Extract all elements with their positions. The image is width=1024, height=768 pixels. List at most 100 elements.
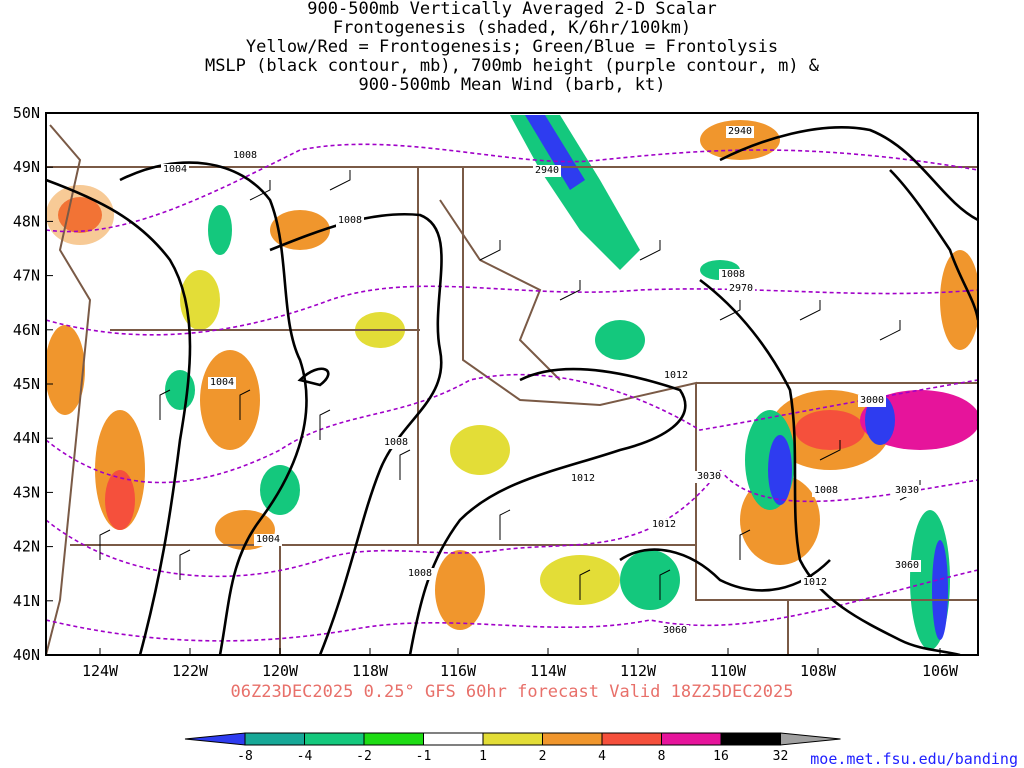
colorbar-swatch — [601, 732, 662, 746]
svg-text:1008: 1008 — [408, 568, 432, 579]
svg-text:1008: 1008 — [814, 485, 838, 496]
mslp-label: 1008 — [406, 568, 434, 580]
svg-text:1012: 1012 — [664, 370, 688, 381]
latitude-label: 45N — [13, 375, 40, 393]
longitude-labels: 124W 122W 120W 118W 116W 114W 112W 110W 108W 106W — [82, 648, 959, 680]
longitude-label: 110W — [710, 662, 747, 680]
title-line-4: MSLP (black contour, mb), 700mb height (… — [204, 56, 820, 76]
svg-text:1008: 1008 — [721, 269, 745, 280]
title-line-5: 900-500mb Mean Wind (barb, kt) — [358, 75, 666, 95]
latitude-label: 47N — [13, 267, 40, 285]
colorbar: -8 -4 -2 -1 1 2 4 8 16 32 — [184, 732, 841, 764]
valid-time-footer: 06Z23DEC2025 0.25° GFS 60hr forecast Val… — [230, 682, 794, 702]
height-label: 2970 — [727, 283, 755, 295]
colorbar-label: 1 — [479, 749, 487, 764]
svg-text:2940: 2940 — [728, 126, 752, 137]
longitude-label: 118W — [352, 662, 389, 680]
colorbar-swatch — [482, 732, 543, 746]
height-label: 2940 — [533, 165, 561, 177]
svg-text:1012: 1012 — [652, 519, 676, 530]
colorbar-label: -4 — [297, 749, 313, 764]
height-contours — [46, 143, 978, 642]
mslp-label: 1004 — [161, 164, 189, 176]
colorbar-label: 16 — [713, 749, 729, 764]
longitude-label: 122W — [172, 662, 209, 680]
latitude-label: 42N — [13, 538, 40, 556]
map-frame: 1004 1008 1008 1004 1008 1012 1012 1004 … — [45, 112, 979, 656]
svg-text:2940: 2940 — [535, 165, 559, 176]
latitude-labels: 50N 49N 48N 47N 46N 45N 44N 43N 42N 41N 40N — [13, 104, 53, 664]
colorbar-lower-arrow — [184, 732, 246, 746]
colorbar-label: -1 — [416, 749, 432, 764]
mslp-label: 1012 — [650, 519, 678, 531]
longitude-label: 108W — [800, 662, 837, 680]
longitude-label: 114W — [530, 662, 567, 680]
svg-text:1008: 1008 — [233, 150, 257, 161]
latitude-label: 48N — [13, 212, 40, 230]
latitude-label: 40N — [13, 646, 40, 664]
longitude-label: 120W — [262, 662, 299, 680]
colorbar-label: 4 — [598, 749, 606, 764]
height-label: 3030 — [695, 471, 723, 483]
svg-text:3030: 3030 — [697, 471, 721, 482]
mslp-label: 1012 — [801, 577, 829, 589]
colorbar-label: 8 — [658, 749, 666, 764]
svg-text:1008: 1008 — [384, 437, 408, 448]
height-label: 3030 — [893, 485, 921, 497]
mslp-label: 1008 — [231, 150, 259, 162]
height-label: 3060 — [661, 625, 689, 637]
mslp-label: 1008 — [719, 269, 747, 281]
svg-text:1004: 1004 — [163, 164, 187, 175]
mslp-label: 1008 — [336, 215, 364, 227]
colorbar-swatch — [661, 732, 722, 746]
longitude-label: 106W — [922, 662, 959, 680]
longitude-label: 124W — [82, 662, 119, 680]
svg-text:3060: 3060 — [895, 560, 919, 571]
latitude-label: 41N — [13, 592, 40, 610]
mslp-label: 1012 — [569, 473, 597, 485]
state-borders — [46, 124, 978, 655]
height-label: 3060 — [893, 560, 921, 572]
colorbar-upper-arrow — [780, 732, 841, 746]
svg-text:3060: 3060 — [663, 625, 687, 636]
height-label: 2940 — [726, 126, 754, 138]
colorbar-swatch — [244, 732, 305, 746]
longitude-label: 112W — [620, 662, 657, 680]
colorbar-swatch — [304, 732, 365, 746]
svg-text:1012: 1012 — [571, 473, 595, 484]
svg-text:3000: 3000 — [860, 395, 884, 406]
title-line-1: 900-500mb Vertically Averaged 2-D Scalar — [307, 0, 717, 19]
contour-label-group: 1004 1008 1008 1004 1008 1012 1012 1004 … — [161, 126, 921, 637]
svg-text:1012: 1012 — [803, 577, 827, 588]
colorbar-label: 32 — [773, 749, 789, 764]
credit-link[interactable]: moe.met.fsu.edu/banding — [810, 750, 1018, 768]
svg-text:2970: 2970 — [729, 283, 753, 294]
height-label: 3000 — [858, 395, 886, 407]
colorbar-label: -2 — [356, 749, 372, 764]
latitude-label: 44N — [13, 429, 40, 447]
colorbar-label: -8 — [237, 749, 253, 764]
latitude-label: 46N — [13, 321, 40, 339]
mslp-contours — [46, 126, 978, 655]
latitude-label: 43N — [13, 483, 40, 501]
colorbar-label: 2 — [539, 749, 547, 764]
svg-text:3030: 3030 — [895, 485, 919, 496]
colorbar-swatch — [363, 732, 424, 746]
svg-text:1004: 1004 — [256, 534, 280, 545]
mslp-label: 1004 — [254, 534, 282, 546]
colorbar-swatch — [423, 732, 484, 746]
mslp-label: 1012 — [662, 370, 690, 382]
latitude-label: 49N — [13, 158, 40, 176]
title-line-3: Yellow/Red = Frontogenesis; Green/Blue =… — [245, 37, 779, 57]
title-line-2: Frontogenesis (shaded, K/6hr/100km) — [332, 18, 692, 38]
longitude-label: 116W — [440, 662, 477, 680]
colorbar-swatch — [542, 732, 603, 746]
mslp-label: 1008 — [812, 485, 840, 497]
latitude-label: 50N — [13, 104, 40, 122]
mslp-label: 1008 — [382, 437, 410, 449]
mslp-label: 1004 — [208, 377, 236, 389]
colorbar-swatch — [720, 732, 781, 746]
svg-text:1008: 1008 — [338, 215, 362, 226]
svg-text:1004: 1004 — [210, 377, 234, 388]
